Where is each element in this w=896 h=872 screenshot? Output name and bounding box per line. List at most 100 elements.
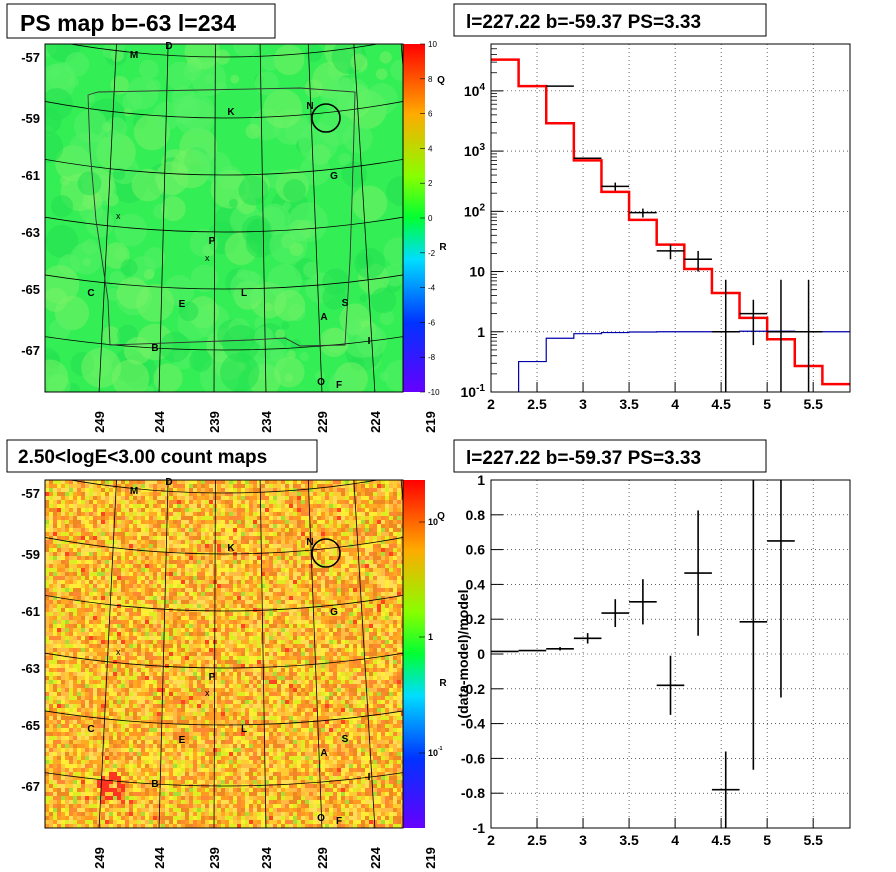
count-pixel xyxy=(317,604,321,608)
count-pixel xyxy=(73,652,77,656)
count-pixel xyxy=(397,512,401,516)
count-pixel xyxy=(265,508,269,512)
count-pixel xyxy=(81,516,85,520)
count-pixel xyxy=(189,624,193,628)
count-pixel xyxy=(333,512,337,516)
count-pixel xyxy=(257,620,261,624)
count-pixel xyxy=(373,680,377,684)
count-pixel xyxy=(105,592,109,596)
count-pixel xyxy=(137,532,141,536)
count-pixel xyxy=(161,648,165,652)
count-pixel xyxy=(137,616,141,620)
count-pixel xyxy=(233,504,237,508)
count-pixel xyxy=(137,600,141,604)
count-pixel xyxy=(381,560,385,564)
count-pixel xyxy=(241,656,245,660)
count-pixel xyxy=(61,504,65,508)
count-pixel xyxy=(157,556,161,560)
count-pixel xyxy=(125,548,129,552)
count-pixel xyxy=(281,640,285,644)
count-pixel xyxy=(193,524,197,528)
count-pixel xyxy=(173,524,177,528)
count-pixel xyxy=(201,624,205,628)
count-pixel xyxy=(69,536,73,540)
count-pixel xyxy=(377,560,381,564)
count-pixel xyxy=(345,596,349,600)
count-pixel xyxy=(117,536,121,540)
count-pixel xyxy=(145,592,149,596)
count-pixel xyxy=(109,536,113,540)
count-pixel xyxy=(181,640,185,644)
count-pixel xyxy=(229,512,233,516)
count-pixel xyxy=(221,500,225,504)
count-pixel xyxy=(333,520,337,524)
count-pixel xyxy=(377,520,381,524)
count-pixel xyxy=(69,572,73,576)
count-pixel xyxy=(265,516,269,520)
count-pixel xyxy=(373,512,377,516)
count-pixel xyxy=(385,676,389,680)
count-pixel xyxy=(169,640,173,644)
count-pixel xyxy=(209,488,213,492)
count-pixel xyxy=(237,624,241,628)
count-pixel xyxy=(241,636,245,640)
count-pixel xyxy=(313,596,317,600)
count-pixel xyxy=(137,516,141,520)
count-pixel xyxy=(329,680,333,684)
count-pixel xyxy=(317,616,321,620)
count-pixel xyxy=(333,528,337,532)
count-pixel xyxy=(285,532,289,536)
count-pixel xyxy=(121,564,125,568)
count-pixel xyxy=(281,560,285,564)
count-pixel xyxy=(341,536,345,540)
count-pixel xyxy=(73,564,77,568)
count-pixel xyxy=(225,656,229,660)
source-label: C xyxy=(87,288,94,299)
count-pixel xyxy=(285,676,289,680)
count-pixel xyxy=(201,576,205,580)
count-pixel xyxy=(57,552,61,556)
count-pixel xyxy=(293,620,297,624)
count-pixel xyxy=(325,568,329,572)
count-pixel xyxy=(389,572,393,576)
count-pixel xyxy=(325,624,329,628)
count-pixel xyxy=(201,620,205,624)
count-pixel xyxy=(369,628,373,632)
count-pixel xyxy=(309,528,313,532)
count-pixel xyxy=(353,596,357,600)
count-pixel xyxy=(285,600,289,604)
count-pixel xyxy=(221,544,225,548)
count-pixel xyxy=(209,512,213,516)
count-pixel xyxy=(333,548,337,552)
count-pixel xyxy=(245,684,249,688)
count-pixel xyxy=(345,680,349,684)
count-pixel xyxy=(97,672,101,676)
count-pixel xyxy=(209,548,213,552)
count-pixel xyxy=(149,508,153,512)
count-pixel xyxy=(277,644,281,648)
count-pixel xyxy=(205,576,209,580)
count-pixel xyxy=(109,672,113,676)
count-pixel xyxy=(141,648,145,652)
count-pixel xyxy=(117,564,121,568)
count-pixel xyxy=(345,636,349,640)
count-pixel xyxy=(169,536,173,540)
count-pixel xyxy=(129,644,133,648)
count-pixel xyxy=(265,640,269,644)
count-pixel xyxy=(77,580,81,584)
count-pixel xyxy=(253,524,257,528)
count-pixel xyxy=(157,572,161,576)
count-pixel xyxy=(185,588,189,592)
count-pixel xyxy=(393,540,397,544)
count-pixel xyxy=(229,480,233,484)
count-pixel xyxy=(177,676,181,680)
count-pixel xyxy=(185,524,189,528)
count-pixel xyxy=(97,680,101,684)
count-pixel xyxy=(105,524,109,528)
count-pixel xyxy=(237,600,241,604)
count-pixel xyxy=(397,496,401,500)
count-pixel xyxy=(257,592,261,596)
count-pixel xyxy=(341,540,345,544)
count-pixel xyxy=(345,660,349,664)
count-pixel xyxy=(81,504,85,508)
